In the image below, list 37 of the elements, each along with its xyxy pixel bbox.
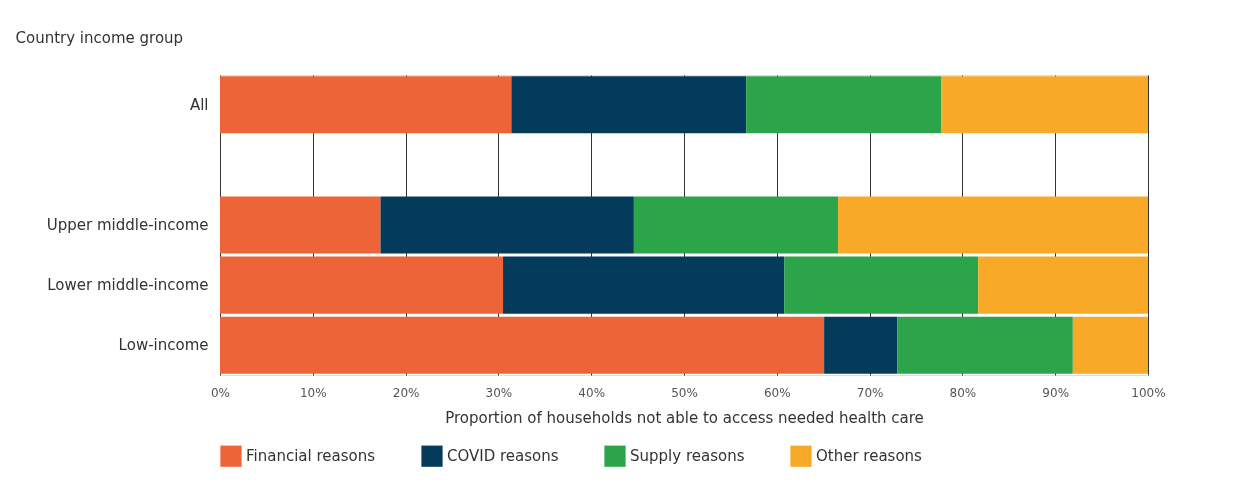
bar xyxy=(511,76,747,134)
bar xyxy=(503,256,785,314)
x-tick-label: 90% xyxy=(1042,385,1070,400)
y-tick-label: Upper middle-income xyxy=(46,216,209,234)
bar xyxy=(220,76,512,134)
bar xyxy=(1072,316,1148,374)
y-tick-label: Lower middle-income xyxy=(47,276,209,295)
x-tick-label: 10% xyxy=(299,385,327,400)
x-tick-label: 60% xyxy=(763,385,791,400)
x-tick-label: 70% xyxy=(856,385,884,400)
bar xyxy=(897,316,1073,374)
legend-label: Other reasons xyxy=(816,447,923,466)
bar xyxy=(380,196,634,254)
y-tick-label: Low-income xyxy=(118,336,209,355)
bar xyxy=(838,196,1148,254)
y-tick-label: All xyxy=(189,95,209,114)
bar xyxy=(824,316,898,374)
x-tick-label: 20% xyxy=(392,385,420,400)
legend-label: COVID reasons xyxy=(447,447,559,466)
x-axis-title: Proportion of households not able to access needed health care xyxy=(445,408,924,427)
bar xyxy=(746,76,942,134)
x-tick-label: 30% xyxy=(485,385,513,400)
bar xyxy=(941,76,1148,134)
bar xyxy=(220,256,504,314)
bar xyxy=(220,196,381,254)
legend-label: Financial reasons xyxy=(246,447,376,466)
x-tick-label: 80% xyxy=(949,385,977,400)
x-tick-label: 50% xyxy=(671,385,698,400)
bar xyxy=(633,196,839,254)
x-tick-label: 100% xyxy=(1131,385,1166,400)
y-axis-title: Country income group xyxy=(15,28,184,47)
bar xyxy=(784,256,979,314)
x-tick-label: 40% xyxy=(578,385,606,400)
bar xyxy=(978,256,1148,314)
legend-label: Supply reasons xyxy=(630,447,745,466)
bar xyxy=(220,316,825,374)
x-tick-label: 0% xyxy=(210,385,231,400)
